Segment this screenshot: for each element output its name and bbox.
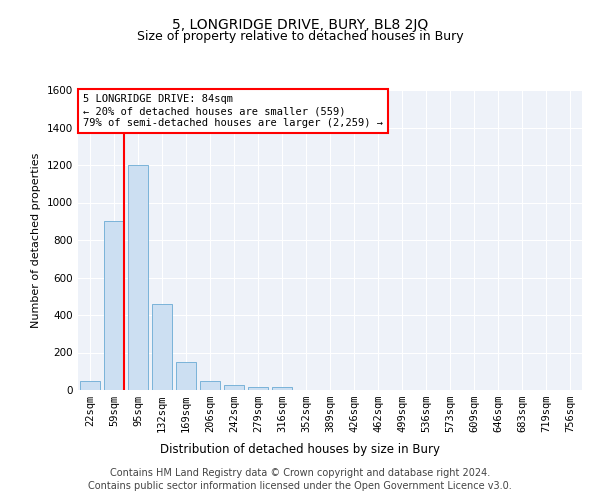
Text: Size of property relative to detached houses in Bury: Size of property relative to detached ho… xyxy=(137,30,463,43)
Text: Contains public sector information licensed under the Open Government Licence v3: Contains public sector information licen… xyxy=(88,481,512,491)
Text: 5 LONGRIDGE DRIVE: 84sqm
← 20% of detached houses are smaller (559)
79% of semi-: 5 LONGRIDGE DRIVE: 84sqm ← 20% of detach… xyxy=(83,94,383,128)
Text: Distribution of detached houses by size in Bury: Distribution of detached houses by size … xyxy=(160,442,440,456)
Text: 5, LONGRIDGE DRIVE, BURY, BL8 2JQ: 5, LONGRIDGE DRIVE, BURY, BL8 2JQ xyxy=(172,18,428,32)
Bar xyxy=(152,304,172,390)
Bar xyxy=(80,380,100,390)
Bar xyxy=(272,387,292,390)
Bar xyxy=(128,165,148,390)
Bar xyxy=(176,362,196,390)
Bar xyxy=(224,386,244,390)
Text: Contains HM Land Registry data © Crown copyright and database right 2024.: Contains HM Land Registry data © Crown c… xyxy=(110,468,490,477)
Y-axis label: Number of detached properties: Number of detached properties xyxy=(31,152,41,328)
Bar xyxy=(248,387,268,390)
Bar xyxy=(200,380,220,390)
Bar xyxy=(104,221,124,390)
